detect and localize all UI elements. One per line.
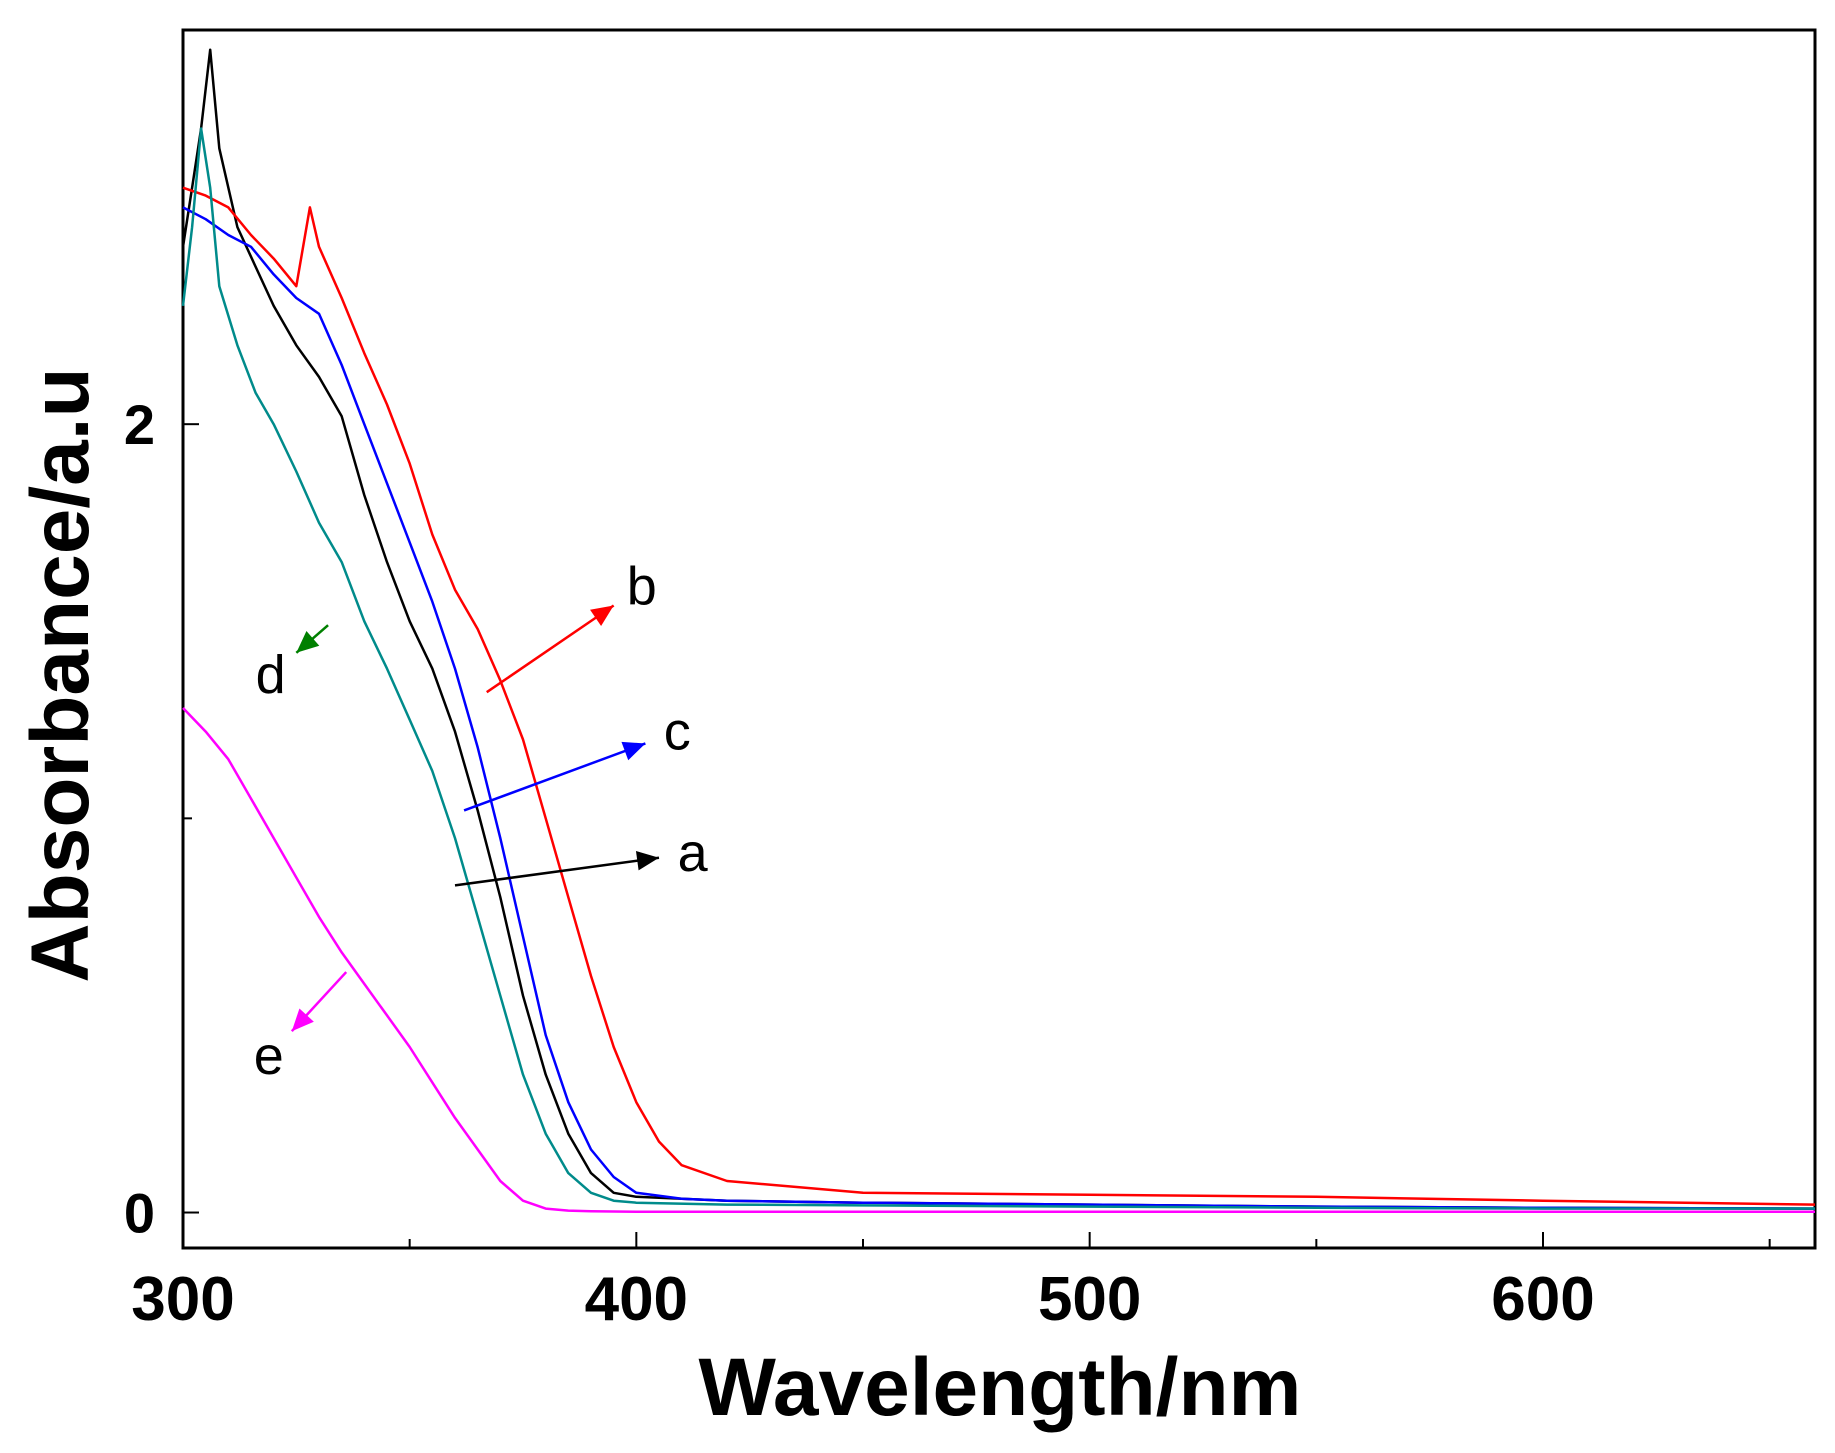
x-tick-label: 300 (131, 1265, 234, 1334)
annotation-arrowhead-d (296, 631, 320, 653)
x-tick-label: 500 (1038, 1265, 1141, 1334)
annotation-arrowhead-e (291, 1008, 314, 1032)
series-line-e (182, 707, 1815, 1213)
x-tick-label: 600 (1491, 1265, 1594, 1334)
series-line-b (182, 186, 1816, 1206)
series-label-c: c (664, 702, 691, 762)
annotation-layer: a b c d e (254, 556, 709, 1086)
annotation-arrowhead-c (621, 741, 646, 761)
annotation-arrow-c (463, 742, 646, 812)
annotation-arrow-b (486, 604, 615, 694)
y-axis-title: Absorbance/a.u (15, 367, 106, 982)
series-label-a: a (678, 823, 709, 883)
y-axis: 02 (124, 393, 199, 1245)
annotation-arrowhead-a (635, 851, 659, 871)
y-tick-label: 2 (124, 393, 155, 456)
x-axis: 300 400 500 600 (131, 1232, 1771, 1334)
series-label-e: e (254, 1026, 284, 1086)
series-layer (181, 48, 1816, 1213)
series-line-d (181, 127, 1815, 1210)
annotation-arrow-a (454, 856, 660, 887)
annotation-arrowhead-b (590, 605, 614, 626)
y-tick-label: 0 (124, 1182, 155, 1245)
x-axis-title: Wavelength/nm (699, 1342, 1302, 1433)
plot-frame (181, 28, 1817, 1250)
x-tick-label: 400 (585, 1265, 688, 1334)
series-label-b: b (627, 556, 657, 616)
series-line-a (181, 48, 1816, 1210)
series-line-c (182, 206, 1816, 1210)
series-label-d: d (256, 645, 286, 705)
